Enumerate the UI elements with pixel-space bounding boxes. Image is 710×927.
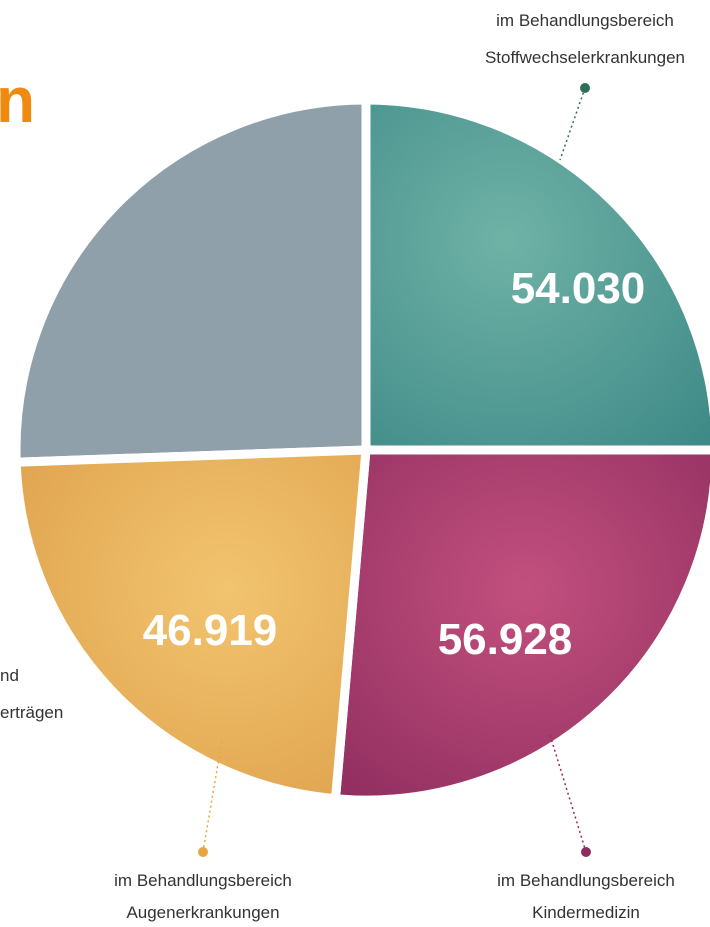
side-text: nd	[0, 666, 19, 685]
page: n nd erträgen 54.030 56.928 46.919 im Be…	[0, 0, 710, 927]
leader-line	[560, 88, 585, 160]
segment-label: Augenerkrankungen	[126, 903, 279, 922]
segment-value: 54.030	[511, 264, 646, 313]
heading-fragment: n	[0, 64, 35, 136]
segment-value: 46.919	[143, 606, 278, 655]
pie-segment	[16, 100, 366, 462]
segment-value: 56.928	[438, 615, 573, 664]
side-text: erträgen	[0, 703, 63, 722]
segment-label: im Behandlungsbereich	[496, 11, 674, 30]
leader-dot	[198, 847, 208, 857]
segment-label: Kindermedizin	[532, 903, 640, 922]
leader-dot	[581, 847, 591, 857]
segment-label: im Behandlungsbereich	[497, 871, 675, 890]
segment-label: Stoffwechselerkrankungen	[485, 48, 685, 67]
infographic: n nd erträgen 54.030 56.928 46.919 im Be…	[0, 0, 710, 927]
segment-label: im Behandlungsbereich	[114, 871, 292, 890]
leader-line	[550, 735, 586, 852]
leader-dot	[580, 83, 590, 93]
